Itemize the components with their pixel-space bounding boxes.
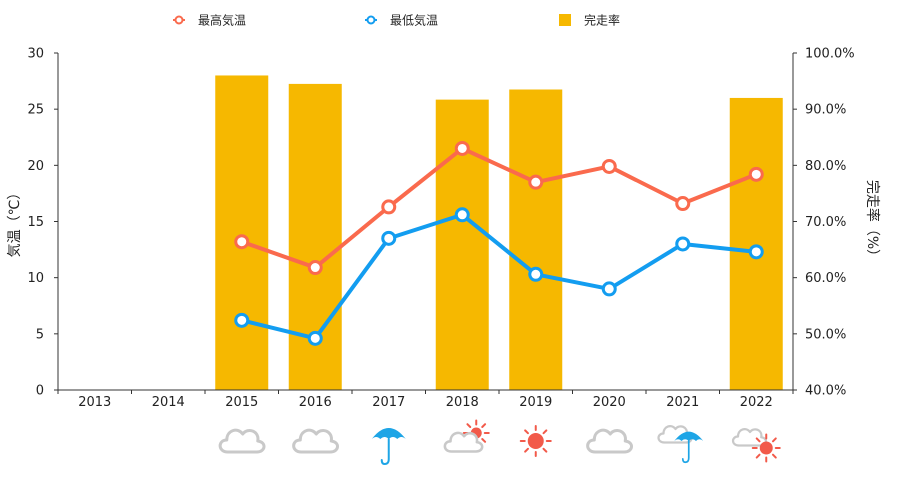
umbrella-handle [380, 438, 390, 466]
sun-ray [524, 447, 529, 453]
point-series-1 [601, 281, 617, 297]
legend-marker [174, 15, 184, 25]
point-series-1 [234, 312, 250, 328]
y-tick-label: 25 [27, 103, 44, 118]
umbrella-icon [371, 428, 406, 466]
sun-ray [771, 453, 777, 459]
sun-ray [542, 429, 548, 435]
y-tick-label: 30 [27, 47, 44, 62]
y2-tick-label: 60.0% [805, 271, 846, 286]
cloud-shape [586, 428, 633, 454]
x-tick-label: 2017 [372, 395, 405, 410]
bar-completion-rate [729, 97, 783, 390]
point-series-1 [675, 236, 691, 252]
legend-label: 最低気温 [390, 13, 438, 28]
umbrella-handle [681, 440, 690, 464]
bar-completion-rate [509, 89, 563, 390]
y2-axis-title: 完走率（%） [864, 180, 881, 263]
sun-core [527, 433, 544, 449]
cloud-icon [586, 428, 633, 454]
y2-tick-label: 40.0% [805, 384, 846, 399]
point-series-0 [748, 166, 764, 182]
cloud-icon [218, 428, 266, 454]
legend-marker [559, 14, 571, 26]
sun-icon [751, 433, 781, 463]
y2-tick-label: 90.0% [805, 103, 846, 118]
x-tick-label: 2016 [299, 395, 332, 410]
y2-tick-label: 50.0% [805, 327, 846, 342]
sun-icon [519, 425, 552, 457]
sun-ray [481, 423, 487, 428]
sun-ray [481, 438, 487, 443]
line-series-1 [241, 212, 757, 341]
y2-tick-label: 100.0% [805, 47, 855, 62]
x-tick-label: 2022 [740, 395, 773, 410]
cloud-icon [731, 428, 768, 447]
legend-label: 最高気温 [198, 13, 246, 28]
cloud-icon [292, 428, 339, 454]
point-series-0 [381, 199, 397, 215]
point-series-1 [748, 244, 764, 260]
umbrella-canopy [674, 431, 704, 441]
y-axis-title: 気温（℃） [7, 186, 23, 258]
y2-tick-label: 70.0% [805, 215, 846, 230]
x-tick-label: 2013 [78, 395, 111, 410]
legend-label: 完走率 [584, 13, 620, 28]
x-tick-label: 2015 [225, 395, 258, 410]
sun-core [759, 441, 773, 455]
point-series-0 [528, 174, 544, 190]
point-series-1 [381, 230, 397, 246]
sun-ray [755, 437, 761, 443]
cloud-shape [731, 428, 768, 447]
sun-ray [524, 429, 529, 435]
y-tick-label: 15 [27, 215, 44, 230]
point-series-0 [234, 234, 250, 250]
cloud-shape [218, 428, 266, 454]
point-series-1 [307, 330, 323, 346]
x-tick-label: 2014 [152, 395, 185, 410]
point-series-1 [528, 266, 544, 282]
y-tick-label: 5 [36, 327, 44, 342]
bar-completion-rate [215, 75, 269, 390]
sun-ray [755, 453, 761, 459]
point-series-0 [675, 196, 691, 212]
x-tick-label: 2019 [519, 395, 552, 410]
point-series-0 [307, 260, 323, 276]
line-series-0 [241, 146, 757, 270]
cloud-icon [443, 431, 484, 453]
y-tick-label: 20 [27, 159, 44, 174]
legend-marker [366, 15, 376, 25]
y-tick-label: 0 [36, 384, 44, 399]
sun-ray [771, 437, 777, 443]
sun-ray [542, 447, 548, 453]
point-series-0 [601, 158, 617, 174]
point-series-1 [454, 207, 470, 223]
x-tick-label: 2021 [666, 395, 699, 410]
y-tick-label: 10 [27, 271, 44, 286]
umbrella-canopy [371, 428, 406, 439]
cloud-shape [292, 428, 339, 454]
sun-ray [466, 423, 472, 428]
x-tick-label: 2018 [446, 395, 479, 410]
umbrella-icon [674, 431, 704, 464]
point-series-0 [454, 140, 470, 156]
x-tick-label: 2020 [593, 395, 626, 410]
cloud-shape [443, 431, 484, 453]
y2-tick-label: 80.0% [805, 159, 846, 174]
